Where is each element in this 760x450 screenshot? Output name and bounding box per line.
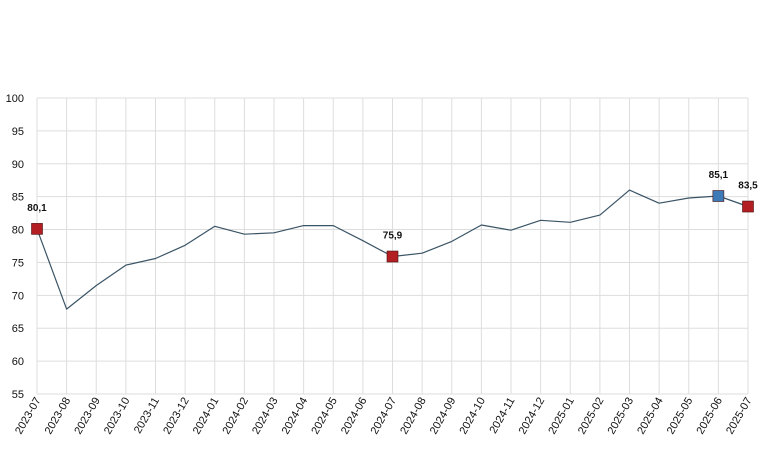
x-tick-label: 2024-01 <box>191 396 222 437</box>
y-tick-label: 85 <box>12 192 24 204</box>
x-tick-label: 2025-07 <box>724 396 755 437</box>
y-tick-label: 65 <box>12 323 24 335</box>
data-label: 75,9 <box>383 231 403 242</box>
x-tick-label: 2025-02 <box>576 396 607 437</box>
data-point-marker <box>386 250 399 263</box>
data-label: 80,1 <box>27 203 47 214</box>
y-tick-label: 80 <box>12 225 24 237</box>
x-tick-label: 2023-12 <box>161 396 192 437</box>
data-label: 85,1 <box>709 170 729 181</box>
x-tick-label: 2024-06 <box>339 396 370 437</box>
x-tick-label: 2023-10 <box>102 396 133 437</box>
x-axis: 2023-07 2023-08 2023-09 2023-10 2023-11 2023-… <box>13 396 755 437</box>
data-point-marker <box>31 223 43 235</box>
x-tick-label: 2024-08 <box>398 396 429 437</box>
y-axis: 55 60 65 70 75 80 85 90 95 100 <box>6 93 24 401</box>
data-label: 83,5 <box>738 181 758 192</box>
x-tick-label: 2023-09 <box>72 396 103 437</box>
y-tick-label: 75 <box>12 257 24 269</box>
x-tick-label: 2025-03 <box>606 396 637 437</box>
y-tick-label: 100 <box>6 93 24 105</box>
x-tick-label: 2024-11 <box>487 396 517 436</box>
x-tick-label: 2025-01 <box>546 396 577 437</box>
y-tick-label: 95 <box>12 126 24 138</box>
x-tick-label: 2024-05 <box>309 396 340 437</box>
x-tick-label: 2025-05 <box>665 396 696 437</box>
y-tick-label: 90 <box>12 159 24 171</box>
x-tick-label: 2025-06 <box>694 396 725 437</box>
x-tick-label: 2024-09 <box>428 396 459 437</box>
x-tick-label: 2023-07 <box>13 396 44 437</box>
data-point-marker <box>712 190 725 202</box>
x-tick-label: 2023-11 <box>132 396 162 436</box>
y-tick-label: 60 <box>12 356 24 368</box>
x-tick-label: 2024-04 <box>280 396 311 437</box>
highlight-markers: 80,1 75,9 85,1 83,5 <box>27 170 758 263</box>
y-tick-label: 55 <box>12 389 24 401</box>
grid-lines <box>36 97 749 395</box>
x-tick-label: 2024-12 <box>517 396 548 437</box>
data-point-marker <box>742 200 754 213</box>
x-tick-label: 2024-02 <box>220 396 251 437</box>
x-tick-label: 2023-08 <box>43 396 74 437</box>
x-tick-label: 2024-03 <box>250 396 281 437</box>
x-tick-label: 2025-04 <box>635 396 666 437</box>
x-tick-label: 2024-07 <box>369 396 400 437</box>
y-tick-label: 70 <box>12 290 24 302</box>
x-tick-label: 2024-10 <box>457 396 488 437</box>
